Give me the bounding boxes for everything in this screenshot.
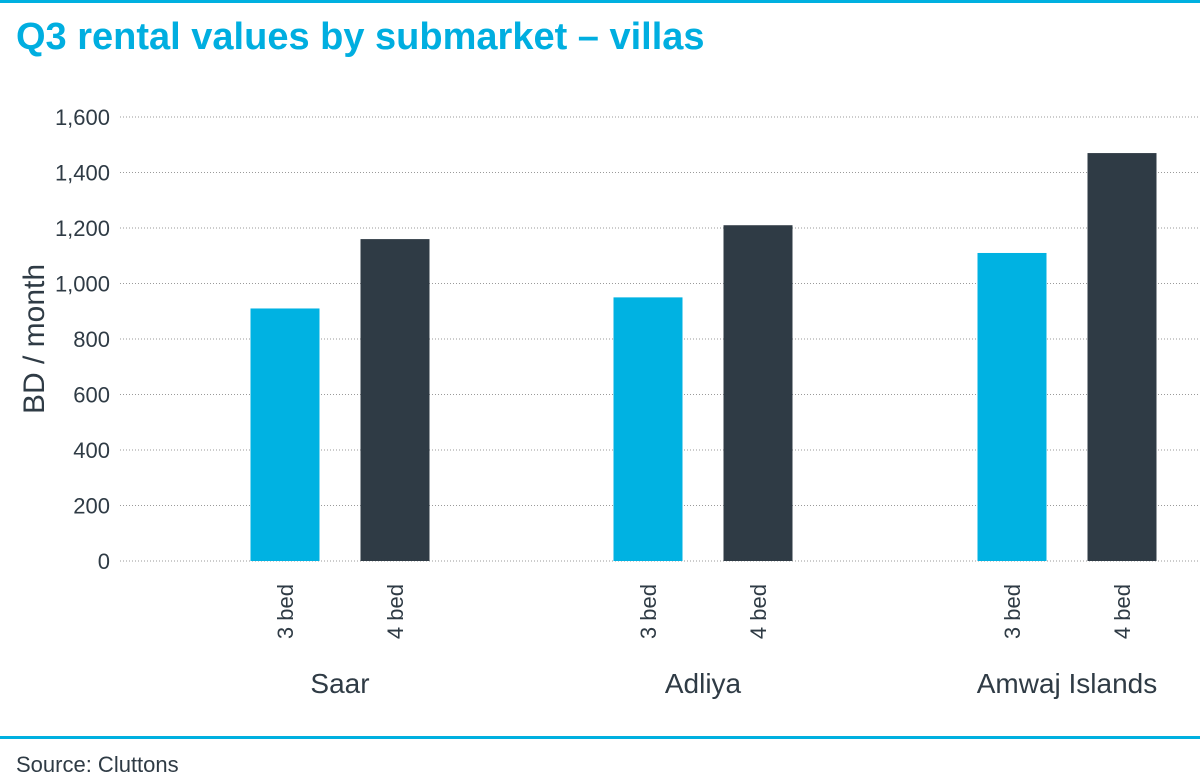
y-tick-label: 400 [73, 438, 110, 463]
bar-chart: 0 200 400 600 800 1,000 1,200 1,400 1,600 3 bed 4… [18, 105, 1200, 699]
bar-sub-label: 4 bed [746, 584, 771, 639]
category-label: Amwaj Islands [977, 668, 1158, 699]
y-tick-label: 0 [98, 549, 110, 574]
category-labels: 3 bed 4 bed Saar 3 bed 4 bed Adliya 3 bed 4 bed… [273, 584, 1157, 699]
category-label: Saar [310, 668, 369, 699]
y-tick-label: 1,000 [55, 272, 110, 297]
y-tick-label: 1,200 [55, 216, 110, 241]
bars [250, 153, 1157, 561]
bar-sub-label: 4 bed [1110, 584, 1135, 639]
bar-sub-label: 3 bed [636, 584, 661, 639]
y-tick-label: 800 [73, 327, 110, 352]
bar-sub-label: 4 bed [383, 584, 408, 639]
bar-3bed [250, 308, 320, 561]
chart-title: Q3 rental values by submarket – villas [16, 16, 705, 58]
bar-4bed [360, 239, 430, 561]
bar-sub-label: 3 bed [1000, 584, 1025, 639]
top-rule [0, 0, 1200, 3]
bottom-rule [0, 736, 1200, 739]
y-tick-label: 1,600 [55, 105, 110, 130]
y-axis-ticks: 0 200 400 600 800 1,000 1,200 1,400 1,600 [55, 105, 110, 574]
bar-3bed [977, 252, 1047, 561]
category-label: Adliya [665, 668, 742, 699]
source-note: Source: Cluttons [16, 752, 179, 777]
y-tick-label: 1,400 [55, 161, 110, 186]
y-tick-label: 200 [73, 494, 110, 519]
bar-3bed [613, 297, 683, 561]
y-axis-label: BD / month [18, 264, 51, 414]
bar-4bed [1087, 153, 1157, 561]
bar-4bed [723, 225, 793, 561]
bar-sub-label: 3 bed [273, 584, 298, 639]
y-tick-label: 600 [73, 383, 110, 408]
